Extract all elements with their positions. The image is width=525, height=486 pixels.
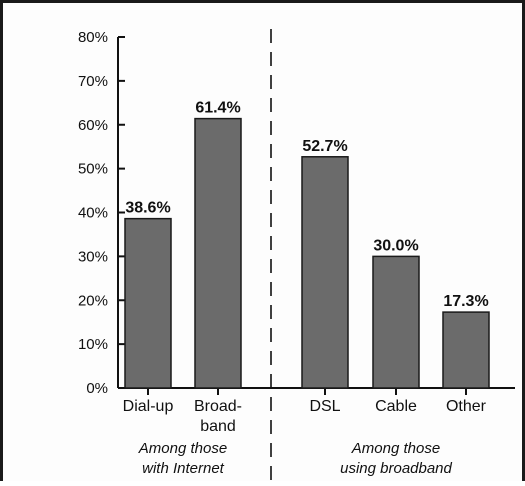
y-tick-label: 20% [78,292,108,309]
bar [194,117,242,389]
x-tick-label: Cable [375,398,417,415]
data-label: 30.0% [373,237,418,254]
bar [301,156,349,389]
x-tick-label: Other [446,398,487,415]
bar [442,311,490,389]
y-tick-label: 10% [78,336,108,353]
x-tick-label: Broad-band [194,398,242,435]
bar [372,255,420,389]
x-tick-label: DSL [309,398,340,415]
y-tick-label: 80% [78,29,108,46]
y-tick-label: 50% [78,161,108,178]
y-tick-label: 40% [78,205,108,222]
y-tick-label: 30% [78,248,108,265]
y-tick-label: 60% [78,117,108,134]
y-tick-label: 0% [86,380,108,397]
group-label: Among those using broadband [340,440,452,477]
bar [124,217,172,389]
bar-chart: 0% 10% 20% 30% 40% 50% 60% 70% 80% 38.6% Dial-up 61… [78,29,515,481]
data-label: 38.6% [125,200,170,217]
y-tick-label: 70% [78,73,108,90]
x-tick-label: Dial-up [123,398,174,415]
data-label: 52.7% [302,138,347,155]
data-label: 61.4% [195,100,240,117]
data-label: 17.3% [443,293,488,310]
group-label: Among those with Internet [138,440,227,477]
